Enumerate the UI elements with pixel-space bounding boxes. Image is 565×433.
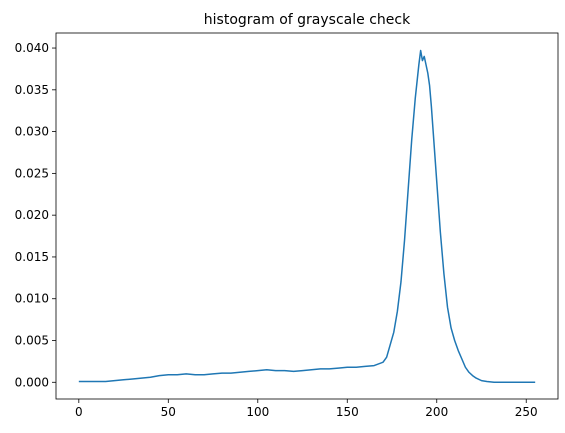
series-group [78, 49, 536, 384]
y-tick-label: 0.030 [15, 125, 49, 139]
y-tick-label: 0.015 [15, 250, 49, 264]
y-tick-label: 0.000 [15, 375, 49, 389]
series-line [78, 49, 536, 384]
y-tick-label: 0.010 [15, 292, 49, 306]
x-tick-label: 100 [246, 405, 269, 419]
plot-frame [55, 32, 559, 400]
y-tick-label: 0.020 [15, 208, 49, 222]
y-tick-label: 0.025 [15, 166, 49, 180]
y-tick-label: 0.035 [15, 83, 49, 97]
y-tick-label: 0.005 [15, 334, 49, 348]
chart-title: histogram of grayscale check [204, 12, 411, 28]
x-tick-label: 50 [161, 405, 176, 419]
x-tick-label: 150 [336, 405, 359, 419]
x-tick-label: 0 [75, 405, 83, 419]
y-tick-label: 0.040 [15, 41, 49, 55]
x-tick-label: 250 [515, 405, 538, 419]
x-axis: 0 50 100 150 200 250 [75, 399, 538, 419]
x-tick-label: 200 [425, 405, 448, 419]
y-axis: 0.000 0.005 0.010 0.015 0.020 0.025 0.030 0.035… [15, 41, 56, 389]
